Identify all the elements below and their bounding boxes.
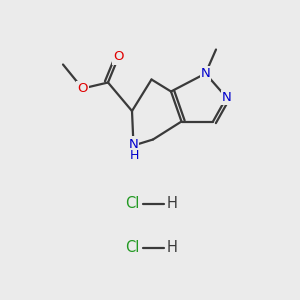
Text: Cl: Cl [125, 196, 139, 211]
Text: N: N [222, 91, 231, 104]
Text: H: H [130, 149, 139, 163]
Text: N: N [201, 67, 210, 80]
Text: H: H [167, 240, 178, 255]
Text: H: H [167, 196, 178, 211]
Text: O: O [77, 82, 88, 95]
Text: Cl: Cl [125, 240, 139, 255]
Text: N: N [129, 137, 138, 151]
Text: O: O [113, 50, 124, 64]
